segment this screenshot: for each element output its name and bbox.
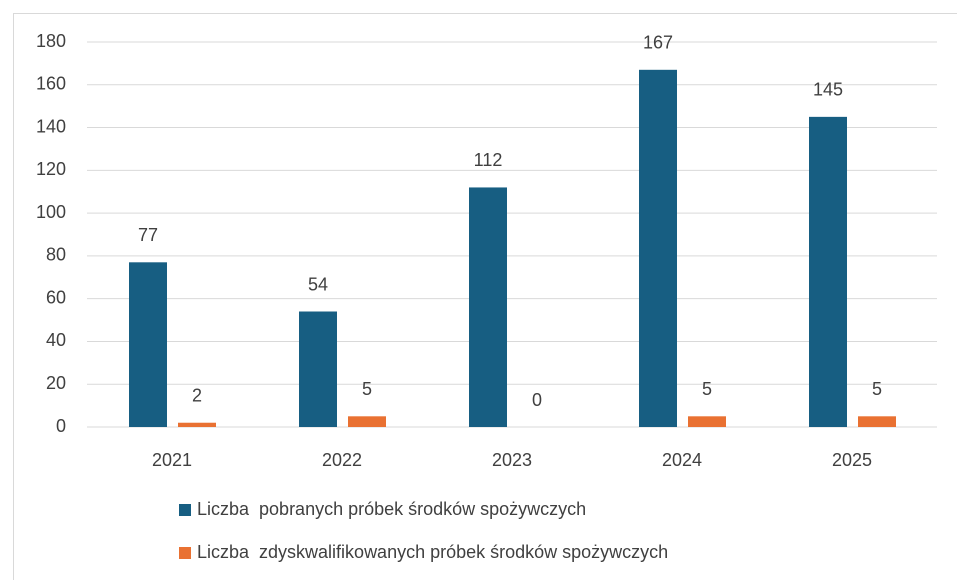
y-tick-label: 120 xyxy=(36,159,66,179)
bar xyxy=(858,416,896,427)
y-tick-label: 100 xyxy=(36,202,66,222)
data-label: 5 xyxy=(872,379,882,399)
bar xyxy=(129,262,167,427)
bar xyxy=(299,311,337,427)
x-tick-label: 2024 xyxy=(662,450,702,470)
y-tick-label: 20 xyxy=(46,373,66,393)
data-label: 54 xyxy=(308,274,328,294)
legend-swatch xyxy=(179,547,191,559)
y-tick-label: 140 xyxy=(36,116,66,136)
data-label: 77 xyxy=(138,225,158,245)
data-label: 145 xyxy=(813,80,843,100)
y-tick-label: 80 xyxy=(46,245,66,265)
data-label: 167 xyxy=(643,33,673,53)
legend-swatch xyxy=(179,504,191,516)
data-label: 112 xyxy=(474,150,503,170)
x-tick-label: 2022 xyxy=(322,450,362,470)
legend-label: Liczba pobranych próbek środków spożywcz… xyxy=(197,499,586,519)
y-tick-label: 60 xyxy=(46,287,66,307)
bar xyxy=(348,416,386,427)
bar xyxy=(688,416,726,427)
data-label: 2 xyxy=(192,385,202,405)
bar xyxy=(469,187,507,427)
data-label: 5 xyxy=(702,379,712,399)
y-tick-label: 40 xyxy=(46,330,66,350)
data-label: 5 xyxy=(362,379,372,399)
legend-label: Liczba zdyskwalifikowanych próbek środkó… xyxy=(197,542,668,562)
y-tick-label: 160 xyxy=(36,74,66,94)
x-tick-label: 2023 xyxy=(492,450,532,470)
bar xyxy=(809,116,847,427)
data-label: 0 xyxy=(532,390,542,410)
bar xyxy=(178,422,216,427)
bar xyxy=(639,69,677,428)
y-tick-label: 180 xyxy=(36,31,66,51)
y-tick-label: 0 xyxy=(56,416,66,436)
x-tick-label: 2025 xyxy=(832,450,872,470)
x-tick-label: 2021 xyxy=(152,450,192,470)
